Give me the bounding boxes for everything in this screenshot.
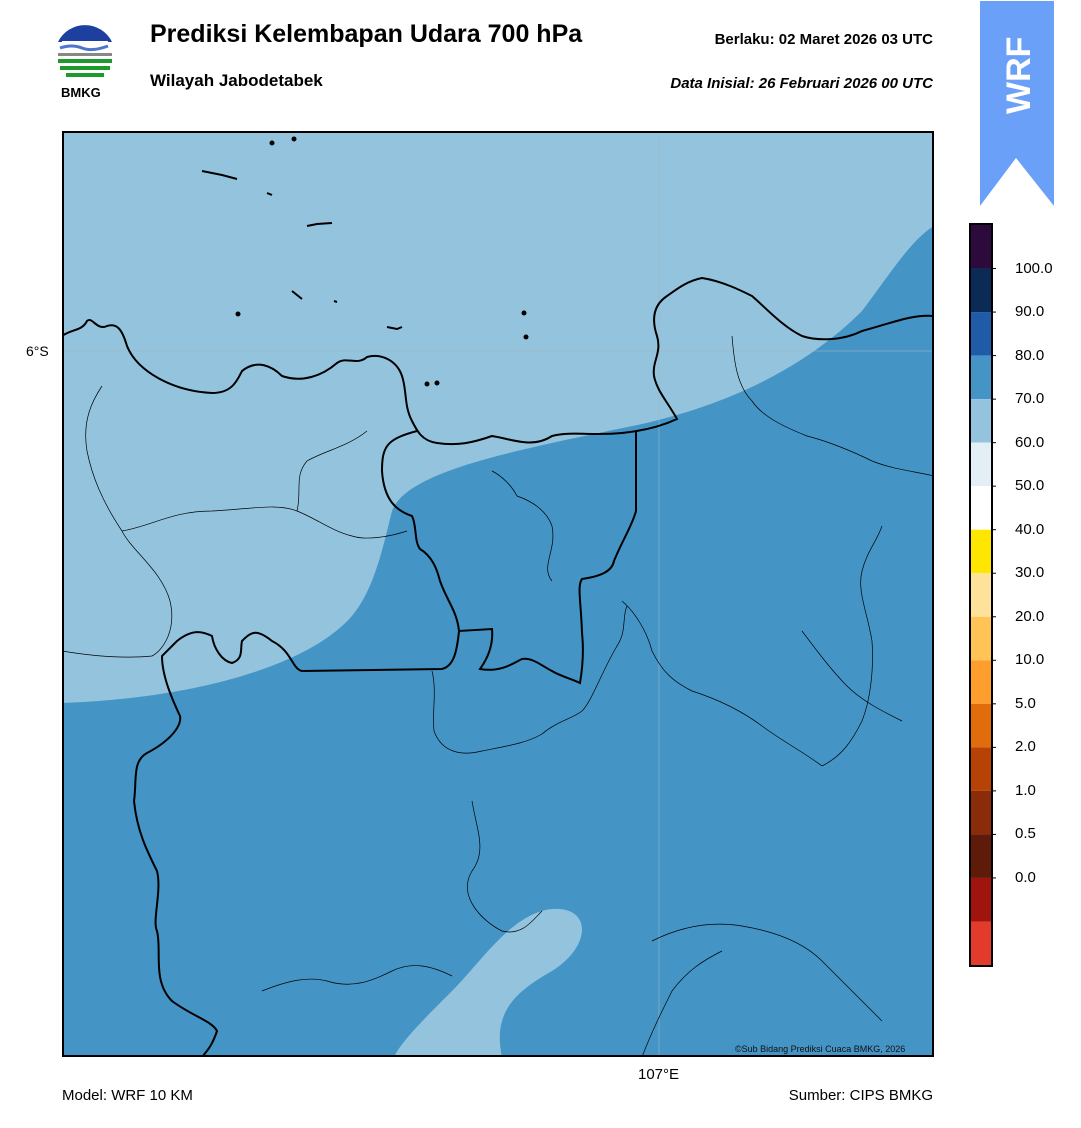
colorbar-segment [971, 486, 991, 530]
colorbar-segment [971, 442, 991, 487]
colorbar-segment [971, 834, 991, 878]
colorbar-tick-label: 0.5 [1015, 825, 1036, 843]
colorbar-segment [971, 573, 991, 617]
wrf-badge-label: WRF [1000, 36, 1038, 114]
colorbar-tick-label: 60.0 [1015, 433, 1045, 451]
colorbar-tick-label: 2.0 [1015, 738, 1036, 756]
source-label: Sumber: CIPS BMKG [788, 1087, 933, 1104]
map-credit: ©Sub Bidang Prediksi Cuaca BMKG, 2026 [735, 1044, 906, 1054]
colorbar-segment [971, 529, 991, 574]
colorbar-tick-label: 70.0 [1015, 390, 1045, 408]
colorbar-segment [971, 355, 991, 400]
fill-70-80-region [62, 226, 934, 1057]
colorbar-tick-label: 100.0 [1015, 259, 1053, 277]
colorbar-frame [969, 223, 993, 967]
page-subtitle: Wilayah Jabodetabek [150, 71, 323, 90]
colorbar-tick-label: 20.0 [1015, 607, 1045, 625]
longitude-label: 107°E [638, 1066, 680, 1083]
provincial-border [132, 630, 460, 1058]
provincial-border [380, 430, 637, 685]
colorbar-segment [971, 703, 991, 748]
colorbar-segment [971, 660, 991, 704]
wrf-badge [979, 0, 1055, 215]
colorbar-segment [971, 399, 991, 443]
colorbar-tick-label: 90.0 [1015, 303, 1045, 321]
init-time-label: Data Inisial: 26 Februari 2026 00 UTC [670, 75, 933, 92]
latitude-label: 6°S [26, 343, 49, 359]
colorbar-segment [971, 921, 991, 965]
colorbar-tick-label: 30.0 [1015, 564, 1045, 582]
bmkg-logo [52, 20, 118, 91]
colorbar-segment [971, 312, 991, 356]
colorbar-tick-label: 10.0 [1015, 651, 1045, 669]
islands [201, 136, 529, 387]
colorbar-tick-label: 5.0 [1015, 694, 1036, 712]
coastline [61, 276, 935, 446]
model-label: Model: WRF 10 KM [62, 1087, 193, 1104]
map-frame [62, 131, 934, 1057]
logo-text: BMKG [61, 85, 101, 100]
colorbar-tick-label: 40.0 [1015, 520, 1045, 538]
colorbar-tick-label: 80.0 [1015, 346, 1045, 364]
colorbar-segment [971, 268, 991, 313]
valid-time-label: Berlaku: 02 Maret 2026 03 UTC [714, 31, 933, 48]
colorbar-tick-label: 0.0 [1015, 868, 1036, 886]
colorbar-tick-label: 50.0 [1015, 477, 1045, 495]
colorbar-segment [971, 747, 991, 791]
colorbar-segment [971, 877, 991, 922]
colorbar [969, 223, 999, 972]
page-title: Prediksi Kelembapan Udara 700 hPa [150, 20, 583, 48]
colorbar-segment [971, 616, 991, 661]
colorbar-segment [971, 790, 991, 835]
humidity-map [61, 131, 935, 1062]
colorbar-tick-label: 1.0 [1015, 781, 1036, 799]
colorbar-segment [971, 225, 991, 269]
regency-borders [61, 335, 935, 1058]
